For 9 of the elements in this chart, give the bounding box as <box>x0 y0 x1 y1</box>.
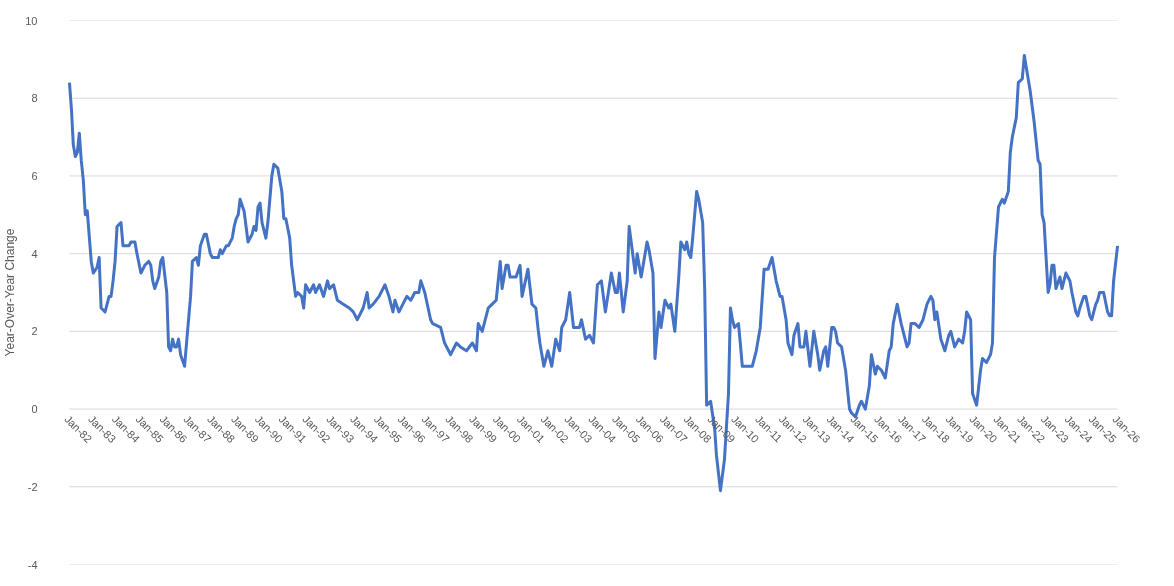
y-tick-label: 4 <box>31 247 38 260</box>
y-tick-label: 8 <box>31 92 38 105</box>
y-tick-label: 2 <box>31 325 38 338</box>
y-tick-label: -4 <box>27 558 38 571</box>
y-tick-label: 6 <box>31 169 38 182</box>
y-axis-title: Year-Over-Year Change <box>3 228 18 357</box>
y-tick-label: 10 <box>25 14 38 27</box>
y-tick-label: -2 <box>27 480 38 493</box>
y-tick-label: 0 <box>31 403 38 416</box>
